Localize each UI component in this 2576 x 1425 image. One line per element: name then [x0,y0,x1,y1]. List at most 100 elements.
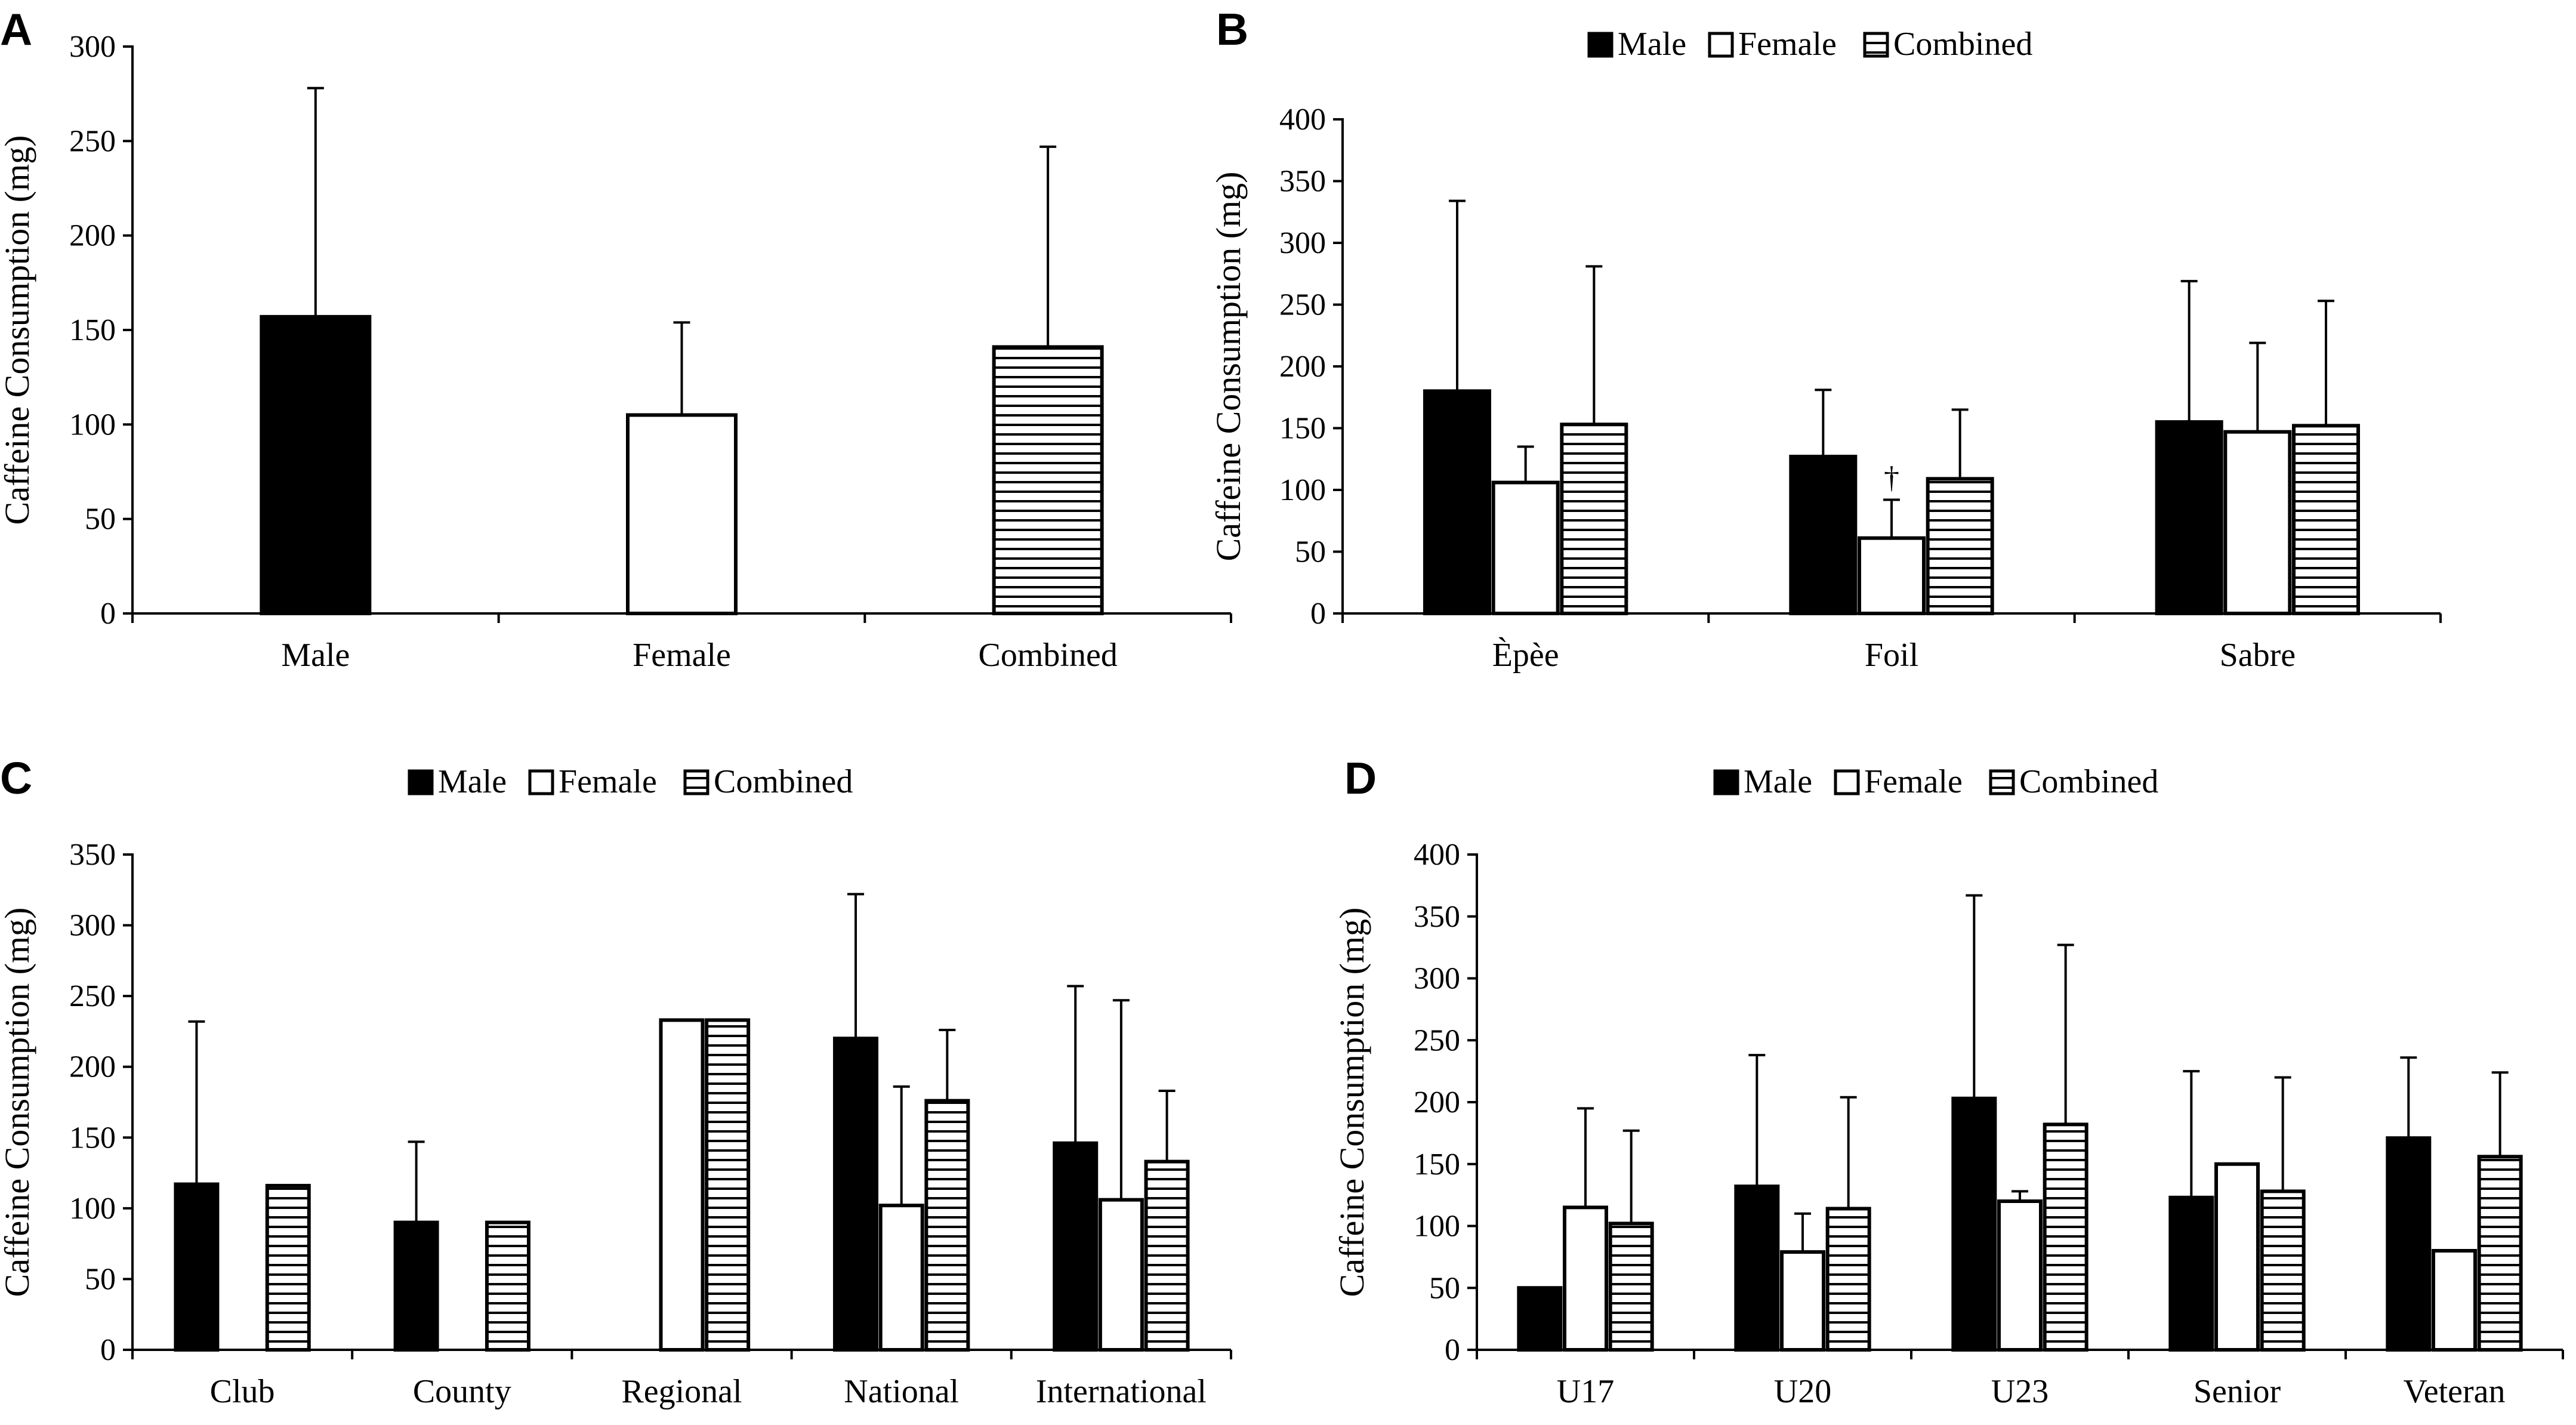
y-tick-label: 300 [69,909,116,943]
bar-caffeine-combined [992,345,1104,615]
y-tick-label: 150 [69,1121,116,1155]
y-tick-label: 50 [85,502,116,536]
y-axis-label: Caffeine Consumption (mg) [1209,172,1248,562]
y-tick-label: 0 [100,597,116,631]
significance-marker: † [1884,461,1899,495]
bar-female-sabre [2223,430,2292,616]
bar-caffeine-male [260,314,372,615]
chart-panel-d: D Caffeine Consumption (mg) 0 50 100 150 200 25… [1332,753,2564,1410]
category-label-club: Club [210,1373,275,1410]
y-axis-label: Caffeine Consumption (mg) [0,908,36,1297]
bar-female-regional [659,1018,705,1352]
y-tick-label: 0 [1310,597,1326,631]
y-tick-label: 150 [1414,1148,1460,1182]
y-tick-label: 200 [69,1050,116,1084]
y-tick-label: 400 [1279,103,1326,137]
bar-combined-foil [1926,477,1994,615]
bar-combined-international [1144,1159,1190,1352]
y-tick-label: 350 [1279,165,1326,199]
y-tick-label: 350 [69,838,116,872]
legend-label-male: Male [438,763,507,800]
y-tick-label: 50 [85,1262,116,1296]
bar-combined-senior [2260,1189,2306,1352]
panel-label: C [0,753,32,803]
bar-female-veteran [2432,1249,2477,1352]
legend-label-male: Male [1744,763,1812,800]
bar-male-senior [2168,1195,2214,1352]
category-label-u20: U20 [1774,1373,1831,1410]
y-tick-label: 250 [69,124,116,158]
legend-label-female: Female [1738,26,1837,63]
bar-female-national [878,1204,924,1352]
legend-swatch-male [408,769,434,795]
y-tick-label: 50 [1429,1271,1460,1305]
chart-panel-a: A Caffeine Consumption (mg) 0 50 100 150 200 25… [0,4,1232,674]
bar-combined-u23 [2043,1122,2088,1352]
bar-combined-u17 [1608,1222,1654,1352]
bar-male-national [833,1037,879,1352]
y-tick-label: 0 [100,1333,116,1367]
bar-male-u20 [1734,1185,1780,1352]
legend-label-combined: Combined [2019,763,2158,800]
y-tick-label: 100 [69,408,116,442]
bar-combined-club [265,1183,311,1352]
y-tick-label: 100 [1414,1210,1460,1244]
bar-male-international [1053,1141,1099,1352]
bar-male-veteran [2386,1136,2432,1352]
panel-label: B [1216,4,1248,54]
y-tick-label: 300 [1279,226,1326,260]
legend-swatch-combined [683,769,709,795]
bar-male-u17 [1517,1286,1563,1352]
category-label-combined: Combined [979,637,1118,674]
bar-combined-county [485,1220,530,1352]
y-tick-label: 200 [1414,1085,1460,1119]
category-label-veteran: Veteran [2403,1373,2505,1410]
y-tick-label: 250 [1414,1023,1460,1057]
bar-male-foil [1789,455,1858,615]
legend-swatch-combined [1989,769,2015,795]
legend-label-combined: Combined [714,763,853,800]
y-tick-label: 350 [1414,900,1460,934]
category-label-regional: Regional [621,1373,742,1410]
bar-combined-veteran [2477,1155,2523,1352]
y-tick-label: 300 [1414,962,1460,996]
bar-female-international [1098,1198,1144,1352]
bar-male-epee [1423,389,1491,616]
bar-female-foil [1858,536,1926,615]
bar-combined-national [924,1099,970,1352]
y-tick-label: 250 [1279,288,1326,322]
category-label-sabre: Sabre [2220,637,2296,674]
category-label-u17: U17 [1557,1373,1614,1410]
y-tick-label: 100 [1279,473,1326,507]
bar-female-u17 [1563,1205,1608,1352]
legend-swatch-combined [1863,32,1889,58]
y-tick-label: 100 [69,1192,116,1226]
y-tick-label: 50 [1295,535,1326,569]
legend-swatch-male [1713,769,1739,795]
chart-panel-c: C Caffeine Consumption (mg) 0 50 100 150 200 25… [0,753,1232,1410]
legend-label-male: Male [1618,26,1686,63]
legend-swatch-female [528,769,554,795]
bar-female-u23 [1997,1199,2043,1352]
bar-combined-u20 [1825,1207,1871,1352]
y-tick-label: 0 [1445,1333,1460,1367]
legend-label-female: Female [1864,763,1963,800]
bar-male-club [174,1182,220,1352]
y-tick-label: 150 [69,313,116,347]
panel-label: A [0,4,32,54]
chart-panel-b: B Caffeine Consumption (mg) 0 50 100 150 200 25… [1209,4,2442,674]
bar-combined-sabre [2292,424,2360,615]
bar-male-county [393,1220,439,1352]
legend-label-combined: Combined [1893,26,2032,63]
legend-swatch-female [1834,769,1860,795]
category-label-foil: Foil [1865,637,1918,674]
y-tick-label: 400 [1414,838,1460,872]
bar-female-u20 [1780,1250,1825,1352]
y-axis-label: Caffeine Consumption (mg) [0,135,36,525]
y-tick-label: 150 [1279,412,1326,446]
bar-male-u23 [1951,1096,1997,1352]
bar-combined-regional [705,1018,751,1352]
category-label-female: Female [633,637,731,674]
y-tick-label: 200 [1279,350,1326,384]
bar-male-sabre [2155,420,2223,616]
